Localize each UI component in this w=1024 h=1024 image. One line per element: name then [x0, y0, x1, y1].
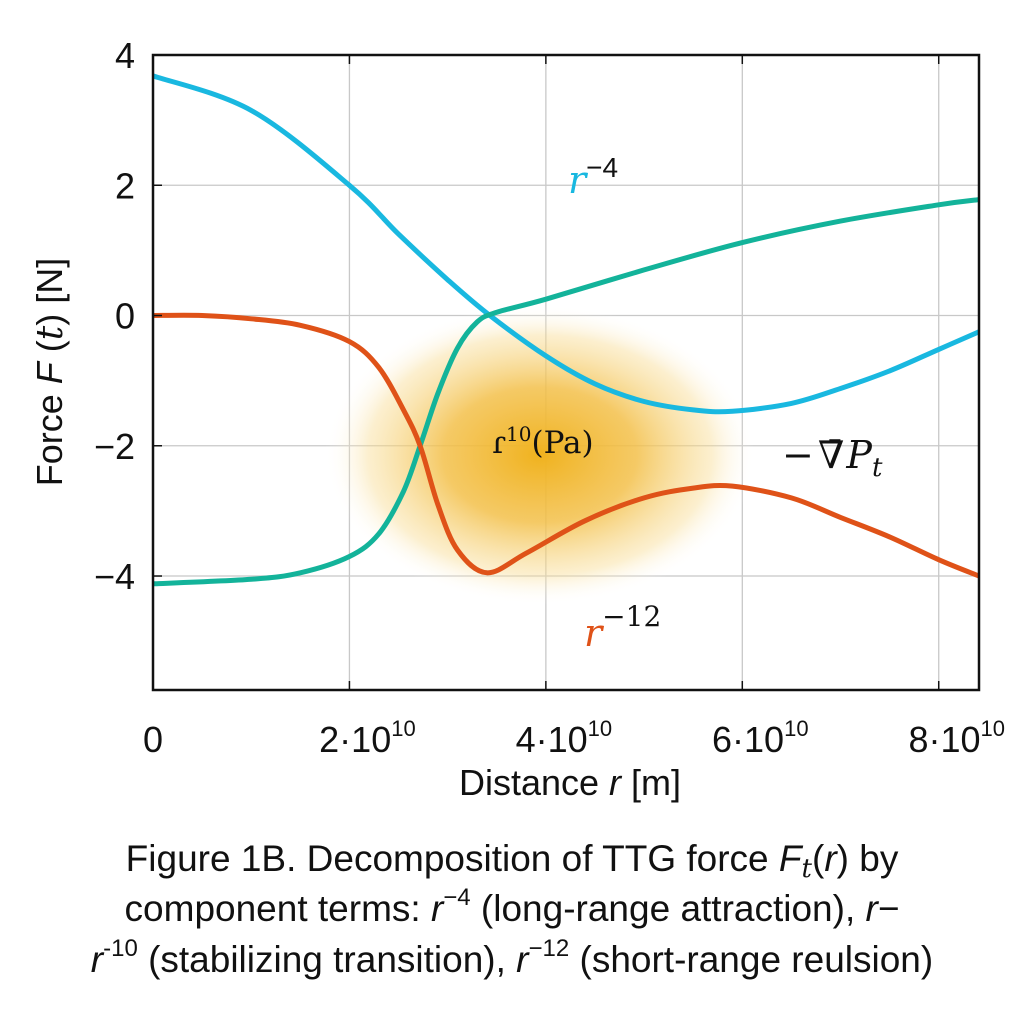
y-tick-label: 4 [115, 35, 135, 76]
axis-ticks: 0 2·1010 4·1010 6·1010 8·1010 4 2 0 −2 −4 [94, 35, 1005, 760]
annotation-r-10-pa: ɾ10(Pa) [492, 422, 594, 461]
series-r-minus-12 [153, 312, 979, 579]
y-tick-label: −2 [94, 426, 135, 467]
series-grad-p [153, 197, 979, 587]
figure-caption: Figure 1B. Decomposition of TTG force Ft… [0, 836, 1024, 988]
x-tick-label: 4·1010 [516, 716, 613, 760]
x-tick-label: 2·1010 [319, 716, 416, 760]
annotation-r-minus-4: r−4 [568, 152, 618, 202]
highlight-glow [324, 304, 755, 605]
y-tick-label: −4 [94, 556, 135, 597]
y-tick-label: 0 [115, 296, 135, 337]
caption-line-1: Figure 1B. Decomposition of TTG force Ft… [125, 838, 899, 884]
x-tick-label: 6·1010 [712, 716, 809, 760]
caption-line-3: r-10 (stabilizing transition), r−12 (sho… [90, 935, 934, 980]
y-axis-label: Force F (t) [N] [29, 258, 71, 487]
highlight-region [324, 304, 755, 605]
caption-line-2: component terms: r−4 (long-range attract… [124, 884, 900, 929]
series-layer [153, 73, 979, 587]
y-tick-label: 2 [115, 165, 135, 206]
x-tick-label: 8·1010 [908, 716, 1005, 760]
x-axis-label: Distance r [m] [459, 762, 681, 803]
x-tick-label: 0 [143, 719, 163, 760]
annotation-grad-p: − ∇̄Pt [782, 433, 883, 483]
series-r-minus-4 [153, 73, 979, 415]
plot-frame [151, 53, 981, 692]
annotation-r-minus-12: r−12 [584, 600, 661, 655]
